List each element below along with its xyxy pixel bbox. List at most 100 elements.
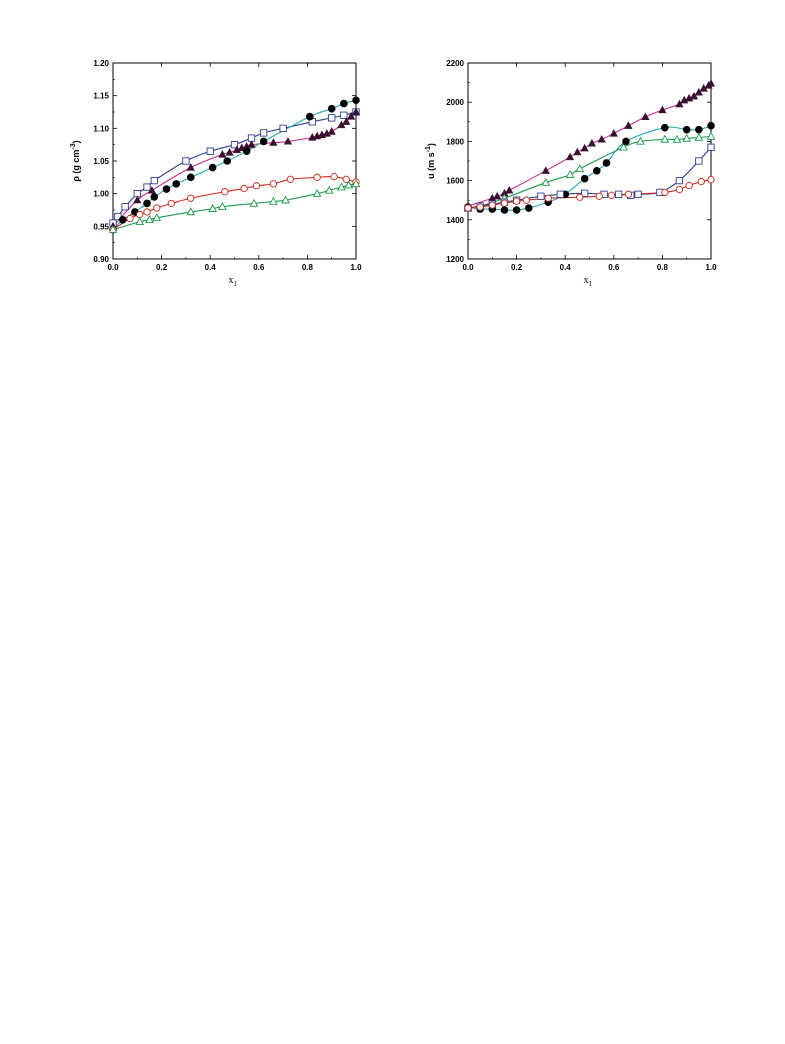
open-square-data-point (675, 176, 684, 185)
series-3-fit-line (113, 176, 356, 231)
y-tick-label: 1.10 (93, 124, 109, 133)
open-circle-data-point (476, 203, 484, 211)
filled-circle-data-point (512, 206, 521, 214)
open-circle-data-point (544, 194, 552, 202)
filled-circle-data-point (118, 216, 127, 224)
open-triangle-data-point (636, 136, 645, 145)
x-tick-label: 0.2 (511, 263, 523, 272)
open-square-data-point (340, 111, 348, 119)
open-circle-data-point (707, 175, 715, 184)
series-1-fit-line (113, 111, 356, 227)
open-square-data-point (230, 141, 239, 149)
open-square-data-point (537, 192, 545, 200)
open-circle-data-point (313, 173, 321, 181)
open-square-data-point (121, 203, 129, 211)
y-tick-label: 1.20 (93, 59, 109, 68)
filled-triangle-data-point (580, 143, 589, 152)
open-circle-data-point (330, 173, 338, 181)
open-triangle-data-point (694, 132, 704, 141)
filled-triangle-data-point (609, 129, 618, 137)
open-circle-data-point (464, 204, 472, 212)
filled-circle-data-point (150, 193, 159, 201)
y-tick-label: 1.05 (93, 157, 109, 166)
filled-triangle-data-point (675, 99, 684, 108)
open-circle-data-point (252, 182, 261, 190)
open-triangle-data-point (575, 164, 585, 173)
series-4-fit-line (468, 179, 711, 209)
x-tick-label: 0.6 (608, 263, 620, 272)
density-chart: 0.0 0.2 0.4 0.6 0.8 1.0 0.90 0.95 1.00 1.05 1.10 1.… (70, 59, 362, 288)
filled-circle-data-point (162, 185, 171, 193)
filled-triangle-data-point (505, 185, 514, 194)
open-triangle-data-point (541, 177, 551, 186)
open-square-data-point (150, 176, 158, 185)
open-circle-data-point (136, 210, 144, 219)
filled-triangle-data-point (694, 87, 703, 96)
open-circle-data-point (697, 177, 705, 186)
filled-circle-data-point (352, 96, 360, 105)
filled-triangle-data-point (225, 148, 234, 156)
open-triangle-data-point (337, 182, 346, 191)
x-tick-label: 0.8 (302, 263, 314, 272)
open-circle-data-point (500, 199, 509, 207)
open-circle-data-point (286, 175, 295, 183)
open-triangle-data-point (706, 131, 716, 140)
open-square-data-point (580, 189, 589, 197)
series-3-markers (109, 173, 360, 234)
open-circle-data-point (624, 190, 633, 198)
y-axis-title: ρ (g cm-3) (70, 140, 81, 181)
x-axis-title: x1 (229, 275, 238, 288)
filled-triangle-data-point (624, 121, 633, 129)
y-tick-label: 1.15 (93, 92, 109, 101)
filled-triangle-data-point (347, 112, 356, 120)
x-tick-label: 0.6 (253, 263, 265, 272)
open-square-data-point (615, 190, 623, 198)
filled-triangle-data-point (269, 138, 278, 146)
filled-circle-data-point (172, 180, 180, 188)
y-tick-label: 1400 (446, 216, 464, 225)
open-circle-data-point (522, 196, 530, 204)
x-tick-label: 0.2 (156, 263, 168, 272)
filled-triangle-data-point (641, 112, 650, 120)
series-0-markers (463, 79, 716, 210)
filled-circle-data-point (580, 174, 589, 183)
open-triangle-data-point (208, 203, 217, 212)
open-triangle-data-point (249, 198, 259, 207)
x-tick-label: 0.4 (205, 263, 217, 272)
open-triangle-data-point (108, 224, 118, 233)
open-circle-data-point (488, 201, 496, 209)
open-triangle-data-point (186, 207, 196, 216)
filled-triangle-data-point (218, 150, 227, 158)
filled-triangle-data-point (565, 152, 575, 161)
open-square-data-point (695, 157, 703, 165)
filled-circle-data-point (259, 137, 268, 146)
series-0-fit-line (113, 111, 356, 224)
x-tick-label: 1.0 (350, 263, 362, 272)
filled-triangle-data-point (147, 185, 156, 194)
filled-triangle-data-point (573, 147, 582, 156)
filled-triangle-data-point (342, 117, 351, 125)
open-triangle-data-point (269, 196, 278, 205)
x-tick-label: 0.0 (107, 263, 119, 272)
series-2-fit-line (468, 125, 711, 211)
open-triangle-data-point (660, 134, 670, 143)
open-triangle-data-point (324, 185, 334, 194)
speed-of-sound-chart: 0.0 0.2 0.4 0.6 0.8 1.0 1200 1400 1600 1800 2000 22… (425, 59, 717, 288)
series-4-markers (108, 179, 361, 233)
plot-frame (467, 62, 712, 260)
open-circle-data-point (269, 180, 278, 188)
filled-triangle-data-point (247, 140, 256, 148)
filled-circle-data-point (602, 159, 611, 167)
filled-triangle-data-point (597, 135, 606, 143)
open-triangle-data-point (217, 201, 227, 210)
plot-frame (112, 62, 357, 260)
x-tick-label: 0.0 (462, 263, 474, 272)
filled-circle-data-point (622, 137, 630, 146)
x-tick-label: 0.4 (560, 263, 572, 272)
x-axis-title: x1 (584, 275, 593, 288)
filled-circle-data-point (592, 167, 601, 175)
series-2-fit-line (113, 99, 356, 230)
filled-triangle-data-point (689, 91, 699, 100)
speed-of-sound-chart-panel: 0.0 0.2 0.4 0.6 0.8 1.0 1200 1400 1600 1800 2000 22… (415, 50, 735, 310)
open-circle-data-point (240, 184, 248, 193)
